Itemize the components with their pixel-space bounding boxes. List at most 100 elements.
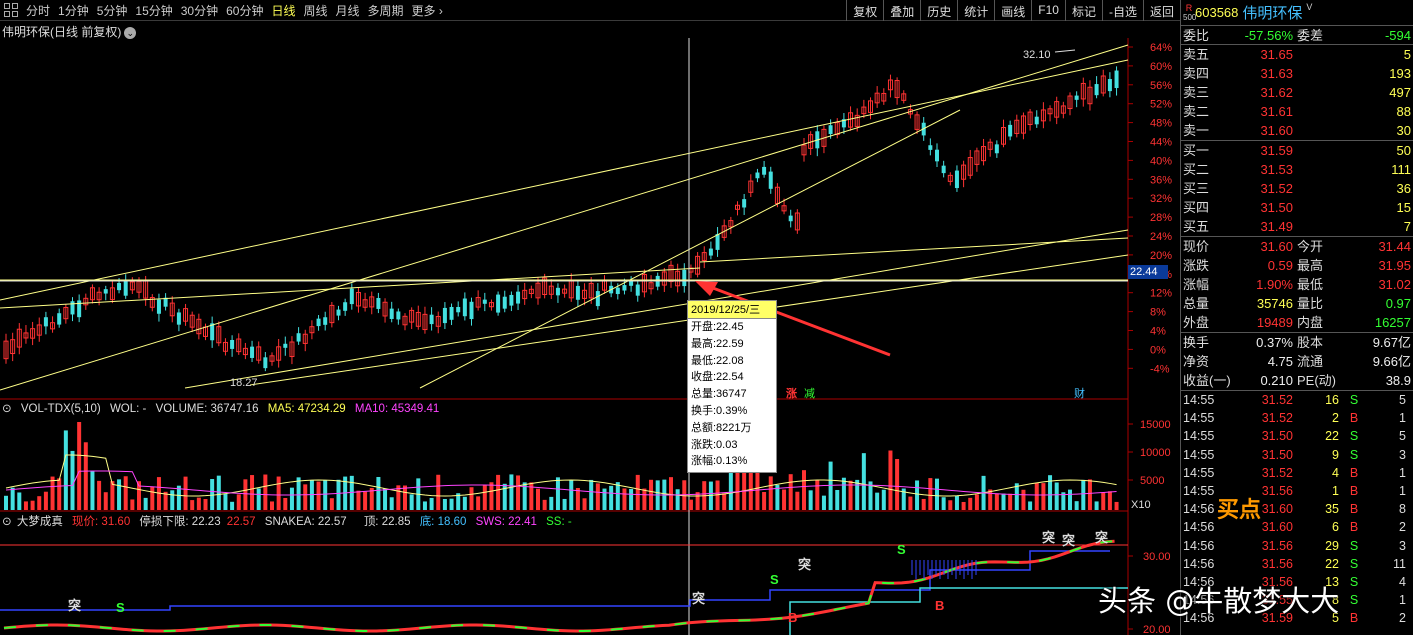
timeframe-tab[interactable]: 多周期 — [367, 3, 404, 18]
stock-code[interactable]: 603568 — [1195, 5, 1239, 20]
volume-bar — [150, 486, 155, 510]
tick-row: 14:56 31.60 35 B 8 — [1181, 500, 1413, 518]
candle-body — [316, 318, 321, 327]
tick-row: 14:55 31.50 22 S 5 — [1181, 427, 1413, 445]
stock-name[interactable]: 伟明环保 — [1242, 5, 1303, 22]
toolbar-button[interactable]: 叠加 — [883, 0, 920, 21]
dream-bottom-line — [789, 587, 1128, 635]
timeframe-tab[interactable]: 更多 › — [411, 3, 443, 18]
candle-body — [894, 80, 900, 99]
dream-snake-line — [3, 539, 1115, 633]
candle-body — [176, 312, 181, 325]
quote-label-2: 内盘 — [1297, 315, 1324, 330]
volume-bar — [349, 475, 354, 510]
volume-bar — [230, 501, 235, 510]
bid-row[interactable]: 买四 31.50 15 — [1181, 198, 1413, 217]
toolbar-button[interactable]: -自选 — [1101, 0, 1143, 21]
toolbar-button[interactable]: 复权 — [846, 0, 883, 21]
book-level-label: 买四 — [1183, 200, 1210, 215]
dream-panel-icon[interactable]: ⊙ — [2, 516, 12, 528]
dream-stop-line — [0, 550, 1110, 611]
candle-body — [509, 294, 514, 306]
timeframe-tab[interactable]: 1分钟 — [58, 3, 89, 18]
volume-bar — [788, 474, 793, 510]
volume-bar — [988, 489, 993, 510]
book-quantity: 111 — [1391, 162, 1411, 177]
candle-body — [422, 313, 428, 331]
volume-bar — [210, 479, 215, 510]
dream-snakea: SNAKEA: 22.57 — [264, 516, 347, 528]
candle-body — [482, 299, 487, 304]
toolbar-button[interactable]: F10 — [1031, 0, 1065, 21]
candle-body — [409, 309, 415, 323]
ask-row[interactable]: 卖五 31.65 5 — [1181, 45, 1413, 64]
candle-body — [456, 307, 461, 313]
timeframe-tab[interactable]: 周线 — [303, 3, 328, 18]
volume-tick-label: 5000 — [1140, 475, 1164, 487]
candle-body — [1100, 75, 1106, 94]
chart-title[interactable]: 伟明环保(日线 前复权) ⌄ — [2, 23, 137, 40]
dream-indicator-name[interactable]: 大梦成真 — [16, 516, 63, 528]
wol-value: WOL: - — [109, 403, 147, 415]
trend-line — [184, 229, 1129, 389]
volume-indicator-name[interactable]: VOL-TDX(5,10) — [20, 403, 101, 415]
fundamental-stats: 换手 0.37% 股本 9.67亿 净资 4.75 流通 9.66亿 收益(一) 0.210 PE(… — [1181, 333, 1413, 391]
volume-bar — [968, 497, 973, 510]
tick-list[interactable]: 14:55 31.52 16 S 5 14:55 31.52 2 B 1 14:55 31.50 22 S… — [1181, 391, 1413, 627]
candle-body — [109, 287, 115, 301]
candle-body — [1020, 115, 1026, 134]
toolbar-button[interactable]: 历史 — [920, 0, 957, 21]
bid-row[interactable]: 买一 31.59 50 — [1181, 141, 1413, 160]
timeframe-tab[interactable]: 日线 — [271, 3, 296, 18]
weibi-value: -57.56% — [1244, 28, 1293, 43]
candle-body — [1114, 70, 1119, 89]
candle-body — [629, 279, 634, 286]
book-quantity: 50 — [1396, 143, 1411, 158]
ask-row[interactable]: 卖三 31.62 497 — [1181, 83, 1413, 102]
tick-time: 14:56 — [1183, 593, 1215, 608]
volume-bar — [50, 476, 55, 510]
trend-line — [419, 109, 961, 389]
volume-bar — [1101, 492, 1106, 510]
dream-stop-value: 22.57 — [226, 516, 256, 528]
timeframe-tab[interactable]: 月线 — [335, 3, 360, 18]
bid-row[interactable]: 买二 31.53 111 — [1181, 160, 1413, 179]
tick-volume: 29 — [1325, 538, 1339, 553]
pct-tick-label: 60% — [1150, 61, 1172, 73]
ask-row[interactable]: 卖二 31.61 88 — [1181, 102, 1413, 121]
toolbar-button[interactable]: 统计 — [957, 0, 994, 21]
volume-tick-label: 10000 — [1140, 447, 1171, 459]
current-price-tag: 22.44 — [1128, 265, 1168, 279]
bid-row[interactable]: 买五 31.49 7 — [1181, 217, 1413, 236]
timeframe-tab[interactable]: 5分钟 — [96, 3, 128, 18]
volume-bar — [994, 493, 999, 510]
volume-bar — [496, 474, 501, 510]
volume-bar — [735, 466, 740, 510]
volume-bar — [675, 489, 680, 510]
timeframe-tab[interactable]: 30分钟 — [180, 3, 219, 18]
chevron-down-icon[interactable]: ⌄ — [124, 27, 137, 39]
volume-bar — [1041, 483, 1046, 510]
candle-body — [742, 199, 747, 208]
timeframe-tab[interactable]: 60分钟 — [226, 3, 264, 18]
bid-row[interactable]: 买三 31.52 36 — [1181, 179, 1413, 198]
fund-label-2: 股本 — [1297, 335, 1324, 350]
toolbar-button[interactable]: 标记 — [1064, 0, 1102, 21]
fund-label-2: PE(动) — [1297, 373, 1337, 388]
kline-chart-area[interactable]: 64%60%56%52%48%44%40%36%32%28%24%20%16%1… — [0, 0, 1180, 635]
toolbar-button[interactable]: 返回 — [1142, 0, 1180, 21]
layout-grid-icon[interactable] — [4, 3, 18, 17]
ask-row[interactable]: 卖四 31.63 193 — [1181, 64, 1413, 83]
timeframe-tab[interactable]: 分时 — [26, 3, 51, 18]
timeframe-tab[interactable]: 15分钟 — [135, 3, 173, 18]
volume-bar — [562, 498, 567, 510]
candle-body — [901, 93, 907, 101]
volume-bar — [589, 479, 594, 510]
fund-label: 收益(一) — [1183, 373, 1231, 388]
volume-bar — [77, 422, 82, 510]
volume-panel-icon[interactable]: ⊙ — [2, 403, 12, 415]
toolbar-button[interactable]: 画线 — [994, 0, 1031, 21]
candle-body — [43, 317, 48, 327]
tick-direction: B — [1349, 611, 1359, 626]
ask-row[interactable]: 卖一 31.60 30 — [1181, 121, 1413, 140]
